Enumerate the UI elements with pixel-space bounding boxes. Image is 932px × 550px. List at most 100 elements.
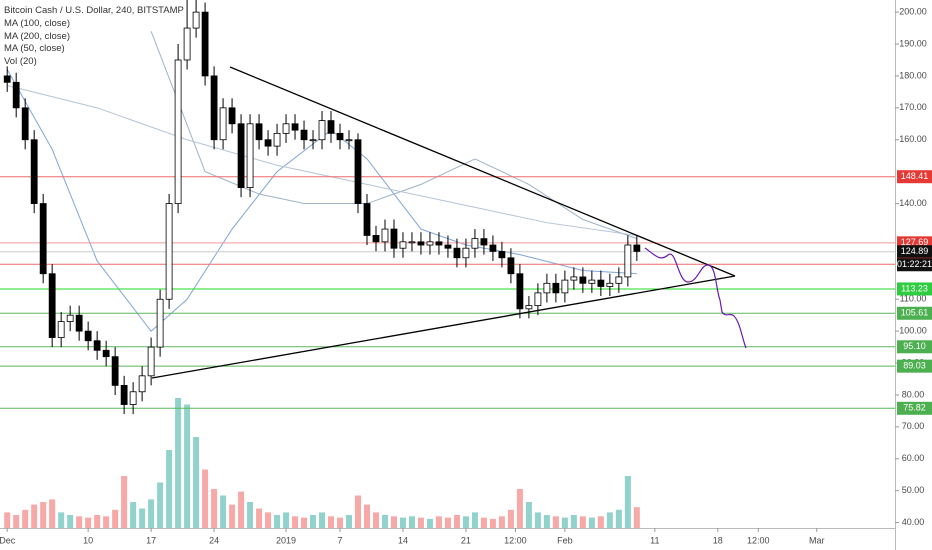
candle-body	[255, 123, 263, 141]
volume-bar	[426, 518, 433, 528]
volume-bar	[247, 502, 254, 528]
volume-bar	[202, 469, 209, 528]
volume-bar	[579, 516, 586, 528]
y-tick-label: 200.00	[899, 6, 927, 16]
candle-body	[525, 305, 533, 310]
volume-bar	[624, 476, 631, 528]
volume-bar	[13, 515, 20, 528]
candle-body	[309, 139, 317, 142]
volume-bar	[381, 515, 388, 528]
volume-bar	[148, 499, 155, 528]
volume-bar	[4, 512, 11, 528]
volume-bar	[49, 499, 56, 528]
volume-bar	[516, 489, 523, 528]
level-label-box	[897, 170, 932, 184]
candle-body	[57, 321, 65, 338]
x-tick-label: 10	[83, 535, 93, 545]
volume-bar	[597, 516, 604, 528]
volume-bar	[211, 489, 218, 528]
candle-body	[39, 203, 47, 275]
volume-bar	[139, 508, 146, 528]
volume-bar	[121, 476, 128, 528]
volume-bar	[606, 512, 613, 528]
candle-body	[219, 107, 227, 141]
x-tick-label: 11	[650, 535, 659, 545]
candle-body	[327, 120, 335, 134]
volume-bar	[444, 517, 451, 528]
candle-body	[120, 384, 128, 405]
candle-body	[570, 276, 578, 281]
volume-bar	[31, 504, 38, 528]
y-tick-label: 160.00	[899, 134, 927, 144]
candle-body	[399, 241, 407, 249]
volume-bar	[283, 512, 290, 528]
level-label: 148.41	[897, 170, 932, 184]
volume-bar	[58, 512, 65, 528]
candle-body	[210, 75, 218, 141]
volume-bar	[40, 502, 47, 528]
candle-body	[597, 279, 605, 287]
volume-bar	[355, 495, 361, 528]
volume-bar	[363, 504, 370, 528]
plot	[0, 0, 895, 528]
candle-body	[408, 241, 416, 244]
level-label-box	[897, 401, 932, 415]
level-label-text: 105.61	[901, 308, 929, 318]
candle-body	[48, 273, 56, 338]
volume-bar	[408, 516, 415, 528]
volume-bar	[507, 509, 514, 528]
y-tick-label: 70.00	[902, 421, 925, 431]
volume-bar	[175, 398, 182, 528]
candle-body	[426, 241, 434, 246]
x-tick-label: 12:00	[747, 535, 770, 545]
volume-bar	[292, 516, 299, 528]
x-tick-label: 21	[461, 535, 471, 545]
volume-bar	[570, 515, 577, 528]
candle-body	[543, 282, 551, 294]
candle-body	[246, 123, 254, 188]
candle-body	[561, 279, 569, 294]
volume-bar	[498, 516, 505, 528]
level-label-box	[897, 359, 932, 373]
candle-body	[390, 228, 398, 249]
countdown: 01:22:21	[897, 259, 932, 269]
volume-bar	[489, 518, 496, 528]
volume-bar	[22, 509, 29, 528]
candle-body	[156, 298, 164, 348]
volume-bar	[274, 515, 281, 528]
candle-body	[372, 235, 380, 243]
level-label-text: 75.82	[903, 403, 926, 413]
candle-body	[498, 250, 506, 259]
volume-bar	[265, 512, 272, 528]
volume-bar	[166, 450, 173, 528]
candle-body	[534, 292, 542, 307]
candle-body	[273, 132, 281, 147]
legend-indicator: MA (50, close)	[4, 43, 65, 54]
level-label-text: 127.69	[901, 237, 929, 247]
volume-bar	[534, 512, 541, 528]
y-tick-label: 100.00	[899, 326, 927, 336]
volume-bar	[67, 515, 74, 528]
candle-body	[75, 314, 83, 332]
y-tick-label: 40.00	[902, 517, 925, 527]
x-tick-label: 24	[209, 535, 219, 545]
level-label: 124.89	[897, 245, 932, 259]
legend: Bitcoin Cash / U.S. Dollar, 240, BITSTAM…	[4, 5, 184, 67]
legend-indicator: MA (200, close)	[4, 31, 70, 42]
volume-bar	[103, 516, 110, 528]
candle-body	[579, 276, 587, 284]
volume-bar	[633, 507, 640, 528]
level-label: 113.23	[897, 282, 932, 296]
candle-body	[507, 257, 515, 275]
candle-body	[21, 107, 29, 141]
candle-body	[174, 59, 182, 204]
candle-body	[66, 314, 74, 322]
candle-body	[129, 391, 137, 405]
legend-title: Bitcoin Cash / U.S. Dollar, 240, BITSTAM…	[4, 5, 184, 16]
candle-body	[615, 276, 623, 284]
volume-bar	[157, 482, 164, 528]
y-tick-label: 110.00	[900, 294, 927, 304]
volume-bar	[130, 502, 137, 528]
